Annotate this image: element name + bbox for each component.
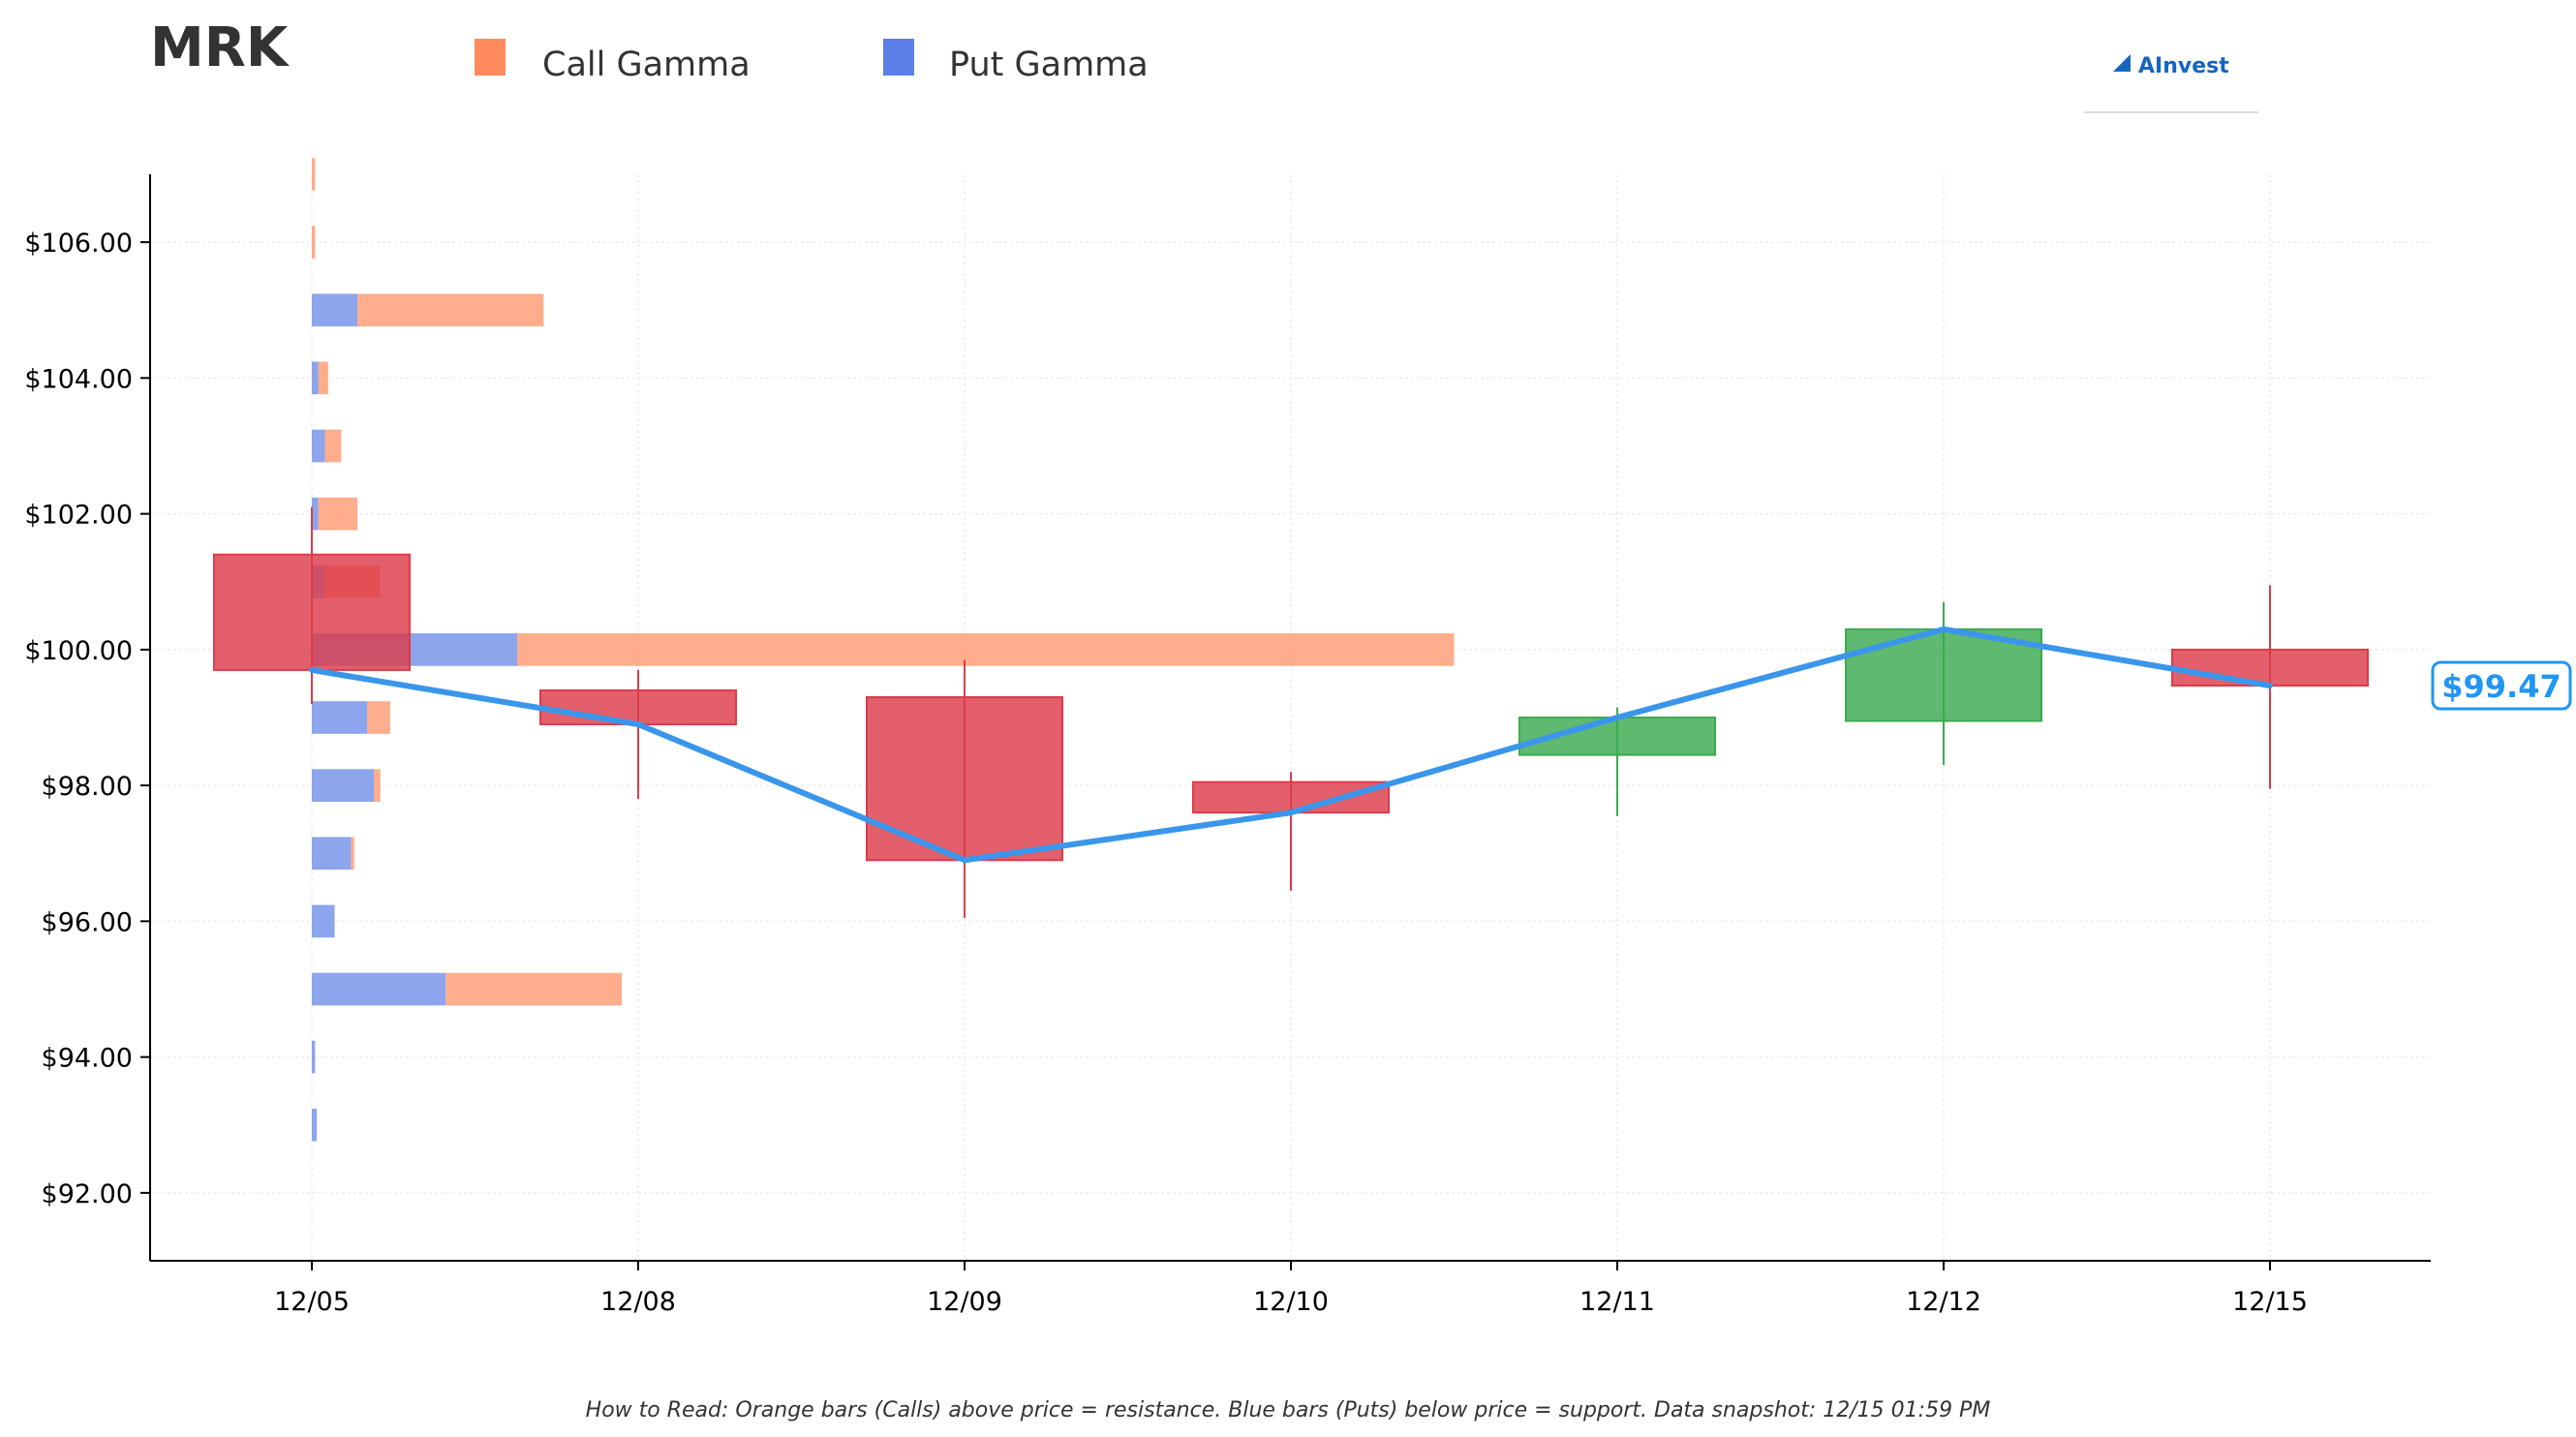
legend: Call Gamma Put Gamma (475, 39, 1149, 84)
chart-title: MRK (150, 16, 291, 79)
y-tick-label: $92.00 (42, 1179, 133, 1209)
call-gamma-bar (367, 701, 390, 734)
call-gamma-bar (351, 837, 354, 871)
put-gamma-bar (312, 1040, 316, 1074)
call-gamma-bar (324, 429, 342, 463)
y-tick-label: $100.00 (24, 636, 133, 666)
put-gamma-bar (312, 497, 319, 531)
call-gamma-bar (312, 158, 316, 191)
put-gamma-bar (312, 837, 352, 871)
grid-layer (150, 174, 2431, 1261)
put-gamma-bar (312, 904, 335, 938)
legend-swatch-put-gamma (883, 39, 914, 76)
call-gamma-bar (318, 361, 328, 395)
put-gamma-bar (312, 361, 319, 395)
y-tick-label: $94.00 (42, 1044, 133, 1074)
ainvest-logo-icon (2113, 54, 2131, 72)
y-tick-label: $106.00 (24, 229, 133, 259)
x-tick-label: 12/12 (1906, 1287, 1981, 1317)
legend-swatch-call-gamma (475, 39, 506, 76)
call-gamma-bar (318, 497, 358, 531)
chart-footer-note: How to Read: Orange bars (Calls) above p… (586, 1398, 1991, 1422)
y-tick-label: $102.00 (24, 501, 133, 531)
legend-label-put-gamma: Put Gamma (949, 46, 1149, 84)
close-line-layer (309, 626, 2273, 864)
current-price-label: $99.47 (2441, 668, 2561, 705)
x-tick-label: 12/09 (927, 1287, 1002, 1317)
x-tick-label: 12/08 (600, 1287, 676, 1317)
call-gamma-bar (517, 633, 1455, 666)
current-price-badge: $99.47 (2431, 660, 2572, 711)
x-tick-label: 12/05 (274, 1287, 350, 1317)
close-price-line (309, 626, 2273, 864)
brand-logo-text: AInvest (2138, 54, 2229, 78)
x-tick-label: 12/15 (2232, 1287, 2308, 1317)
call-gamma-bar (445, 972, 623, 1006)
put-gamma-bar (312, 1108, 318, 1142)
x-tick-label: 12/11 (1579, 1287, 1655, 1317)
gamma-bars (312, 158, 1455, 1142)
call-gamma-bar (312, 226, 316, 259)
y-axis-ticks: $92.00 $94.00 $96.00 $98.00 $100.00 $102.00 $1… (24, 229, 150, 1209)
put-gamma-bar (312, 701, 368, 734)
put-gamma-bar (312, 429, 325, 463)
candle-body (2171, 648, 2369, 688)
candle-body (213, 553, 411, 671)
x-tick-label: 12/10 (1253, 1287, 1329, 1317)
brand-logo: AInvest (2084, 54, 2258, 113)
x-axis-ticks: 12/05 12/08 12/09 12/10 12/11 12/12 12/15 (274, 1261, 2308, 1317)
candle-body (866, 695, 1063, 862)
candle-body (1192, 780, 1390, 814)
put-gamma-bar (312, 769, 375, 802)
call-gamma-bar (374, 769, 381, 802)
y-tick-label: $96.00 (42, 907, 133, 937)
call-gamma-bar (357, 293, 544, 327)
legend-label-call-gamma: Call Gamma (542, 46, 751, 84)
put-gamma-bar (312, 293, 358, 327)
candlesticks (213, 506, 2369, 918)
candle-body (539, 688, 737, 726)
y-tick-label: $104.00 (24, 364, 133, 394)
current-price-badge-box (2431, 660, 2572, 711)
y-tick-label: $98.00 (42, 772, 133, 802)
put-gamma-bar (312, 972, 446, 1006)
